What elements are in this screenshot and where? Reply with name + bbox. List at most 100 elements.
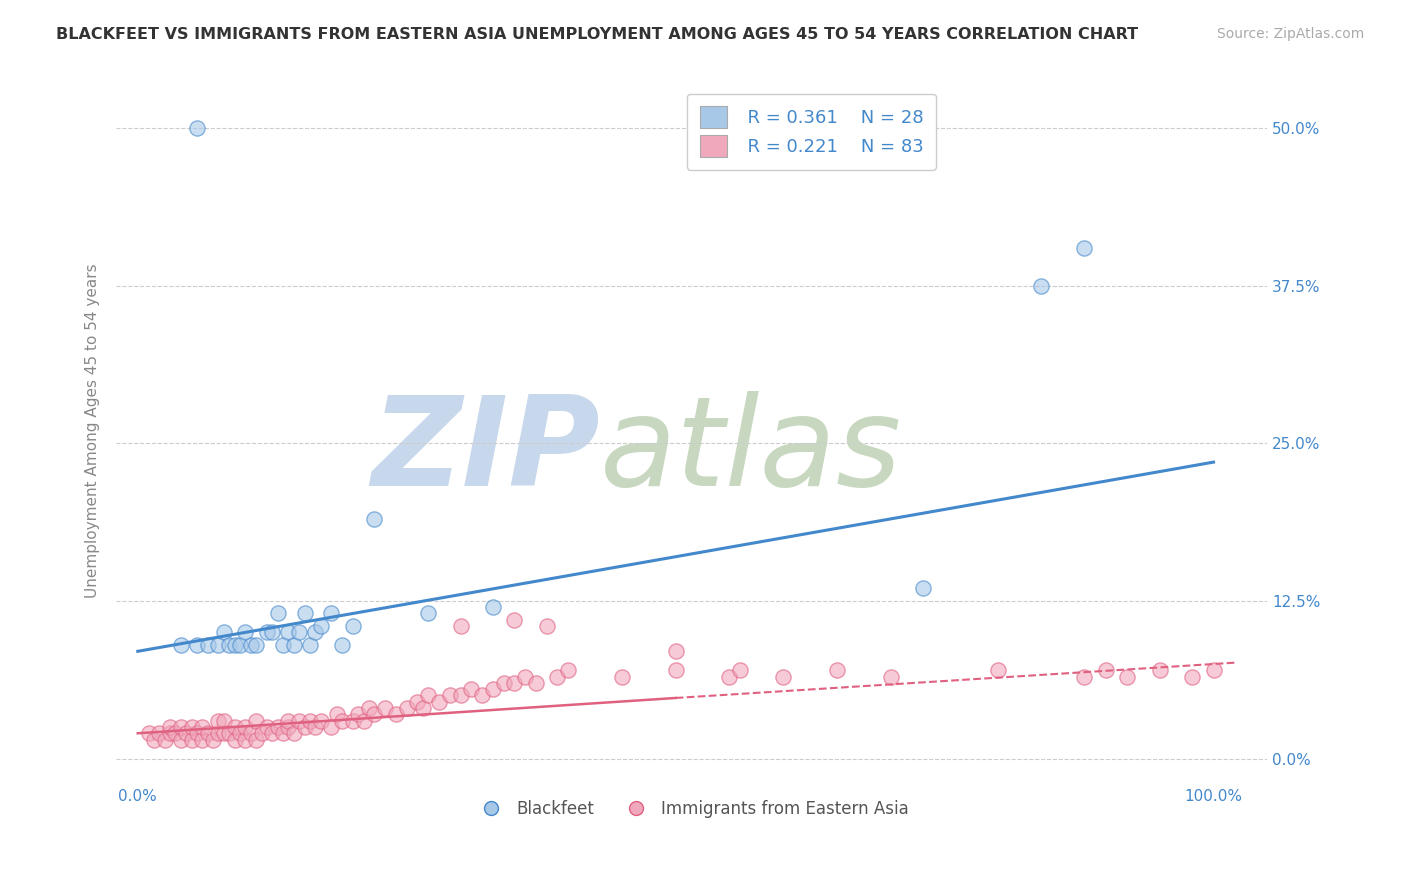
Point bbox=[374, 701, 396, 715]
Point bbox=[250, 726, 273, 740]
Point bbox=[218, 638, 240, 652]
Point bbox=[330, 638, 353, 652]
Point bbox=[536, 619, 558, 633]
Point bbox=[159, 726, 181, 740]
Point bbox=[207, 638, 229, 652]
Point bbox=[170, 720, 193, 734]
Point bbox=[309, 619, 332, 633]
Point bbox=[524, 676, 547, 690]
Point bbox=[266, 607, 288, 621]
Point bbox=[298, 714, 321, 728]
Point bbox=[406, 695, 429, 709]
Point bbox=[987, 663, 1010, 677]
Point bbox=[235, 732, 257, 747]
Point bbox=[418, 607, 440, 621]
Point bbox=[212, 625, 235, 640]
Point bbox=[363, 707, 385, 722]
Point bbox=[224, 638, 246, 652]
Point bbox=[218, 726, 240, 740]
Point bbox=[197, 638, 219, 652]
Point bbox=[191, 720, 214, 734]
Legend: Blackfeet, Immigrants from Eastern Asia: Blackfeet, Immigrants from Eastern Asia bbox=[468, 794, 915, 825]
Point bbox=[342, 714, 364, 728]
Point bbox=[321, 720, 343, 734]
Point bbox=[450, 619, 472, 633]
Point bbox=[212, 714, 235, 728]
Point bbox=[288, 714, 311, 728]
Point bbox=[207, 714, 229, 728]
Point bbox=[159, 720, 181, 734]
Point bbox=[395, 701, 418, 715]
Point bbox=[363, 512, 385, 526]
Point bbox=[546, 669, 568, 683]
Point bbox=[503, 613, 526, 627]
Point bbox=[191, 732, 214, 747]
Point bbox=[471, 689, 494, 703]
Point bbox=[385, 707, 408, 722]
Point bbox=[304, 720, 326, 734]
Point bbox=[235, 625, 257, 640]
Point bbox=[235, 720, 257, 734]
Point bbox=[492, 676, 515, 690]
Point bbox=[1116, 669, 1139, 683]
Point bbox=[1031, 278, 1053, 293]
Point bbox=[229, 638, 252, 652]
Point bbox=[186, 726, 208, 740]
Point bbox=[142, 732, 165, 747]
Point bbox=[256, 625, 278, 640]
Point bbox=[245, 638, 267, 652]
Point bbox=[353, 714, 375, 728]
Point bbox=[439, 689, 461, 703]
Point bbox=[728, 663, 751, 677]
Text: ZIP: ZIP bbox=[371, 392, 600, 512]
Point bbox=[610, 669, 633, 683]
Point bbox=[277, 625, 299, 640]
Point bbox=[513, 669, 536, 683]
Point bbox=[239, 726, 262, 740]
Point bbox=[262, 625, 284, 640]
Point bbox=[148, 726, 170, 740]
Point bbox=[412, 701, 434, 715]
Point bbox=[207, 726, 229, 740]
Point bbox=[266, 720, 288, 734]
Text: BLACKFEET VS IMMIGRANTS FROM EASTERN ASIA UNEMPLOYMENT AMONG AGES 45 TO 54 YEARS: BLACKFEET VS IMMIGRANTS FROM EASTERN ASI… bbox=[56, 27, 1139, 42]
Text: atlas: atlas bbox=[600, 392, 901, 512]
Point bbox=[481, 600, 503, 615]
Point bbox=[1073, 669, 1095, 683]
Point bbox=[186, 120, 208, 135]
Point bbox=[239, 638, 262, 652]
Point bbox=[427, 695, 450, 709]
Point bbox=[772, 669, 794, 683]
Point bbox=[245, 732, 267, 747]
Point bbox=[418, 689, 440, 703]
Point bbox=[347, 707, 370, 722]
Point bbox=[330, 714, 353, 728]
Point bbox=[180, 720, 202, 734]
Point bbox=[294, 720, 316, 734]
Text: Source: ZipAtlas.com: Source: ZipAtlas.com bbox=[1216, 27, 1364, 41]
Point bbox=[1073, 241, 1095, 255]
Point bbox=[321, 607, 343, 621]
Point bbox=[174, 726, 197, 740]
Point bbox=[1095, 663, 1118, 677]
Point bbox=[197, 726, 219, 740]
Point bbox=[1149, 663, 1171, 677]
Point bbox=[825, 663, 848, 677]
Point bbox=[271, 726, 294, 740]
Point bbox=[277, 720, 299, 734]
Point bbox=[326, 707, 349, 722]
Point bbox=[170, 732, 193, 747]
Point bbox=[277, 714, 299, 728]
Point bbox=[186, 638, 208, 652]
Point bbox=[450, 689, 472, 703]
Point bbox=[288, 625, 311, 640]
Point bbox=[665, 663, 688, 677]
Point bbox=[460, 682, 482, 697]
Point bbox=[503, 676, 526, 690]
Point bbox=[283, 638, 305, 652]
Point bbox=[245, 714, 267, 728]
Point bbox=[359, 701, 381, 715]
Point bbox=[298, 638, 321, 652]
Point bbox=[271, 638, 294, 652]
Point bbox=[212, 726, 235, 740]
